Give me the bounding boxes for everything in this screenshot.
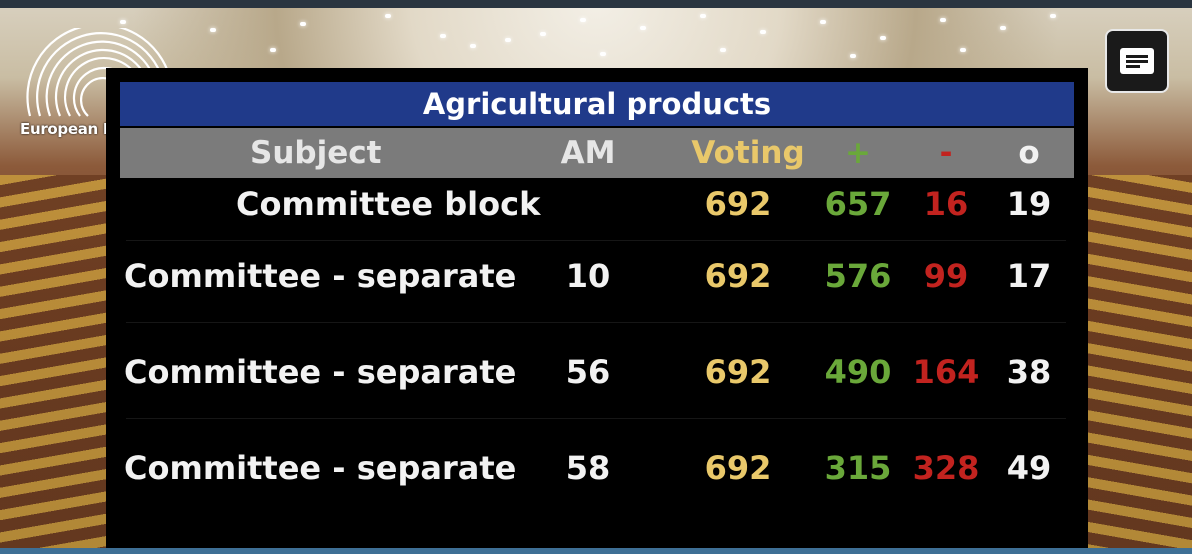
results-header-row: Subject AM Voting + - o (120, 128, 1074, 178)
top-bar (0, 0, 1192, 8)
row-against: 99 (923, 257, 969, 295)
row-am: 10 (565, 257, 611, 295)
header-am: AM (560, 135, 616, 171)
chamber-seats-left (0, 175, 110, 554)
row-subject: Committee - separate (124, 449, 517, 487)
row-voting: 692 (704, 257, 772, 295)
subtitles-icon (1120, 48, 1154, 74)
table-row: Committee - separate 56 692 490 164 38 (106, 342, 1088, 402)
row-am (558, 174, 618, 234)
row-in-favour: 657 (824, 185, 892, 223)
row-divider (126, 322, 1066, 323)
header-voting: Voting (691, 135, 805, 171)
row-divider (126, 240, 1066, 241)
row-in-favour: 576 (824, 257, 892, 295)
row-subject: Committee - separate (124, 257, 517, 295)
table-row: Committee block 692 657 16 19 (106, 174, 1088, 234)
table-row: Committee - separate 10 692 576 99 17 (106, 246, 1088, 306)
header-in-favour: + (845, 135, 871, 171)
row-in-favour: 315 (824, 449, 892, 487)
row-abstain: 49 (1006, 449, 1052, 487)
row-subject: Committee - separate (124, 353, 517, 391)
subtitles-button[interactable] (1105, 29, 1169, 93)
row-voting: 692 (704, 449, 772, 487)
row-against: 328 (912, 449, 980, 487)
board-title: Agricultural products (120, 82, 1074, 126)
row-in-favour: 490 (824, 353, 892, 391)
header-abstain: o (1018, 135, 1040, 171)
header-subject: Subject (250, 135, 382, 171)
row-am: 58 (565, 449, 611, 487)
row-abstain: 38 (1006, 353, 1052, 391)
row-divider (126, 418, 1066, 419)
row-am: 56 (565, 353, 611, 391)
voting-results-board: Agricultural products Subject AM Voting … (106, 68, 1088, 554)
chamber-ceiling (0, 8, 1192, 98)
row-against: 164 (912, 353, 980, 391)
row-voting: 692 (704, 353, 772, 391)
row-subject: Committee block (236, 185, 541, 223)
table-row: Committee - separate 58 692 315 328 49 (106, 438, 1088, 498)
row-voting: 692 (704, 185, 772, 223)
bottom-strip (0, 548, 1192, 554)
row-abstain: 17 (1006, 257, 1052, 295)
row-abstain: 19 (1006, 185, 1052, 223)
row-against: 16 (923, 185, 969, 223)
chamber-seats-right (1086, 175, 1192, 554)
header-against: - (939, 135, 953, 171)
